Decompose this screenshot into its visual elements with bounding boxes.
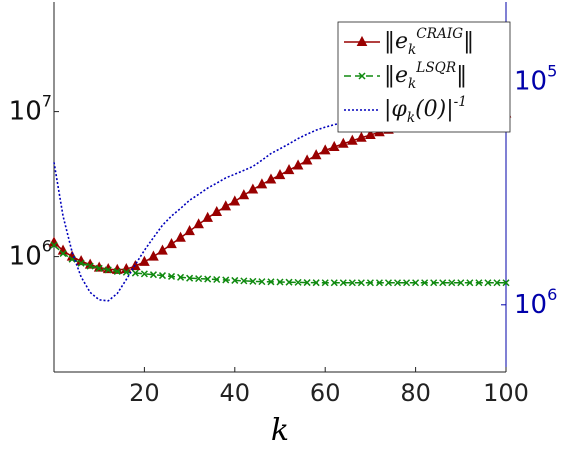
x-axis-label: k <box>271 413 289 448</box>
marker <box>86 262 94 270</box>
marker <box>393 279 402 287</box>
marker <box>204 275 212 283</box>
marker <box>122 268 130 276</box>
marker <box>283 164 295 175</box>
marker <box>77 259 85 267</box>
marker <box>439 279 447 287</box>
legend-label: |φk(0)|-1 <box>384 94 467 126</box>
marker <box>274 168 286 180</box>
marker <box>256 178 268 189</box>
x-tick-label: 60 <box>310 379 341 407</box>
marker <box>319 144 331 155</box>
marker <box>131 269 139 277</box>
y-tick-label: 106 <box>9 237 52 272</box>
marker <box>222 276 230 284</box>
marker <box>267 278 275 286</box>
marker <box>303 279 311 287</box>
marker <box>140 270 148 278</box>
x-tick-label: 40 <box>220 379 251 407</box>
marker <box>321 279 329 287</box>
marker <box>475 279 483 287</box>
marker <box>285 278 293 286</box>
marker <box>466 279 474 287</box>
legend-marker <box>356 35 368 46</box>
marker <box>104 266 112 274</box>
marker <box>95 264 103 272</box>
marker <box>357 279 365 287</box>
x-tick-label: 20 <box>129 379 160 407</box>
marker <box>167 272 176 280</box>
legend-label: ‖ekCRAIG‖ <box>384 26 474 58</box>
marker <box>312 279 320 287</box>
marker <box>149 271 157 279</box>
x-tick-label: 100 <box>483 379 529 407</box>
marker <box>310 149 322 160</box>
marker <box>403 279 411 287</box>
marker <box>240 277 248 285</box>
marker <box>158 272 167 280</box>
y2-tick-label: 106 <box>514 285 557 320</box>
marker <box>457 279 465 287</box>
marker <box>337 137 349 148</box>
marker <box>330 279 338 287</box>
marker <box>276 278 284 286</box>
marker <box>247 183 259 194</box>
marker <box>139 255 150 266</box>
marker <box>294 278 302 286</box>
y2-tick-label: 105 <box>514 62 557 97</box>
marker <box>238 189 250 200</box>
marker <box>292 159 304 170</box>
marker <box>448 279 456 287</box>
marker <box>365 128 376 139</box>
legend-box <box>337 21 511 133</box>
marker <box>339 279 347 287</box>
y-tick-label: 107 <box>9 92 52 127</box>
marker <box>177 273 185 281</box>
marker <box>421 279 429 287</box>
marker <box>166 238 177 249</box>
marker <box>356 131 367 142</box>
marker <box>195 275 203 283</box>
marker <box>148 250 159 261</box>
marker <box>430 279 438 287</box>
marker <box>220 200 232 211</box>
marker <box>186 274 194 282</box>
x-tick-label: 80 <box>400 379 431 407</box>
marker <box>493 279 501 287</box>
series-line <box>53 244 506 284</box>
legend-marker <box>358 72 366 80</box>
legend-label: ‖ekLSQR‖ <box>384 60 467 92</box>
marker <box>328 140 340 151</box>
marker <box>348 279 356 287</box>
marker <box>229 195 241 206</box>
marker <box>113 267 121 275</box>
marker <box>366 279 374 287</box>
marker <box>157 244 168 255</box>
series-line <box>53 112 507 271</box>
marker <box>249 277 257 285</box>
marker <box>213 275 221 284</box>
marker <box>301 154 313 165</box>
marker <box>384 279 393 287</box>
marker <box>412 279 420 287</box>
marker <box>265 173 277 184</box>
marker <box>375 279 383 287</box>
marker <box>231 276 239 284</box>
marker <box>211 205 223 217</box>
marker <box>484 279 492 287</box>
marker <box>184 224 195 236</box>
marker <box>346 134 358 145</box>
marker <box>50 241 58 249</box>
marker <box>59 249 67 258</box>
marker <box>202 211 214 222</box>
marker <box>193 218 204 229</box>
marker <box>258 278 266 286</box>
marker <box>502 279 510 287</box>
marker <box>175 231 186 242</box>
